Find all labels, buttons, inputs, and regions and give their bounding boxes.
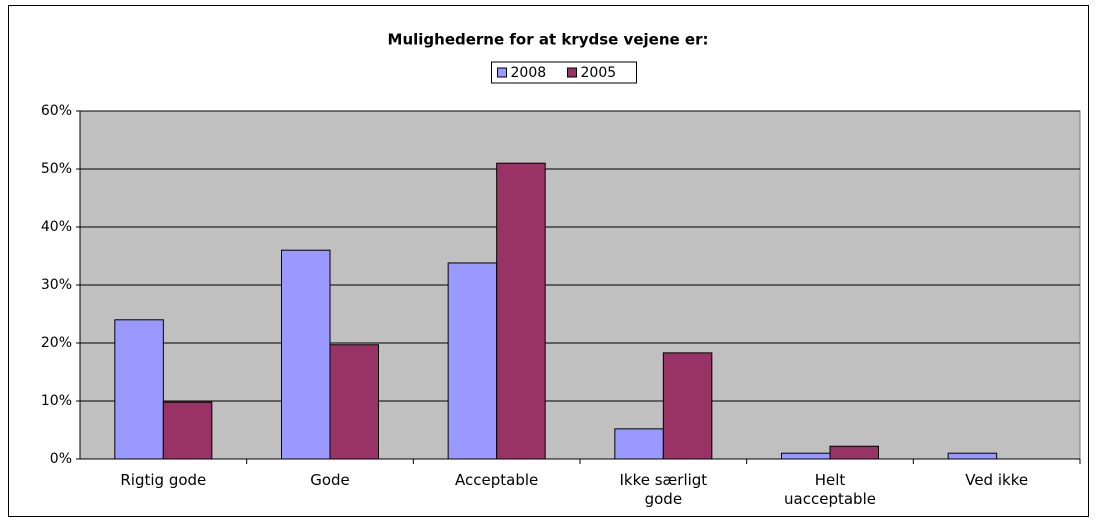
bar [447,262,498,460]
y-tick-label: 50% [41,161,72,177]
legend-label: 2008 [511,65,547,81]
y-tick-label: 30% [41,277,72,293]
bar [947,452,998,460]
y-tick-label: 0% [50,451,72,467]
x-tick-label: Ved ikke [965,471,1029,489]
legend-swatch [497,67,507,78]
x-tick-label: Gode [310,471,350,489]
bar [114,319,164,460]
bar [614,428,664,460]
legend-box [491,61,637,84]
y-tick-label: 20% [41,335,72,351]
y-tick-label: 60% [41,103,72,119]
chart-title: Mulighederne for at krydse vejene er: [388,31,709,49]
bar [781,452,831,460]
bar [496,162,546,460]
bar [329,344,379,460]
x-tick-label: Acceptable [455,471,539,489]
bar [829,445,879,460]
x-tick-label: Ikke særligt gode [619,471,708,508]
y-tick-label: 10% [41,393,72,409]
legend-label: 2005 [581,65,617,81]
y-tick-label: 40% [41,219,72,235]
bar [281,249,331,460]
bar [662,352,713,460]
x-tick-label: Rigtig gode [120,471,207,489]
bar [162,401,213,460]
x-tick-label: Helt uacceptable [784,471,876,508]
legend-swatch [567,67,577,78]
